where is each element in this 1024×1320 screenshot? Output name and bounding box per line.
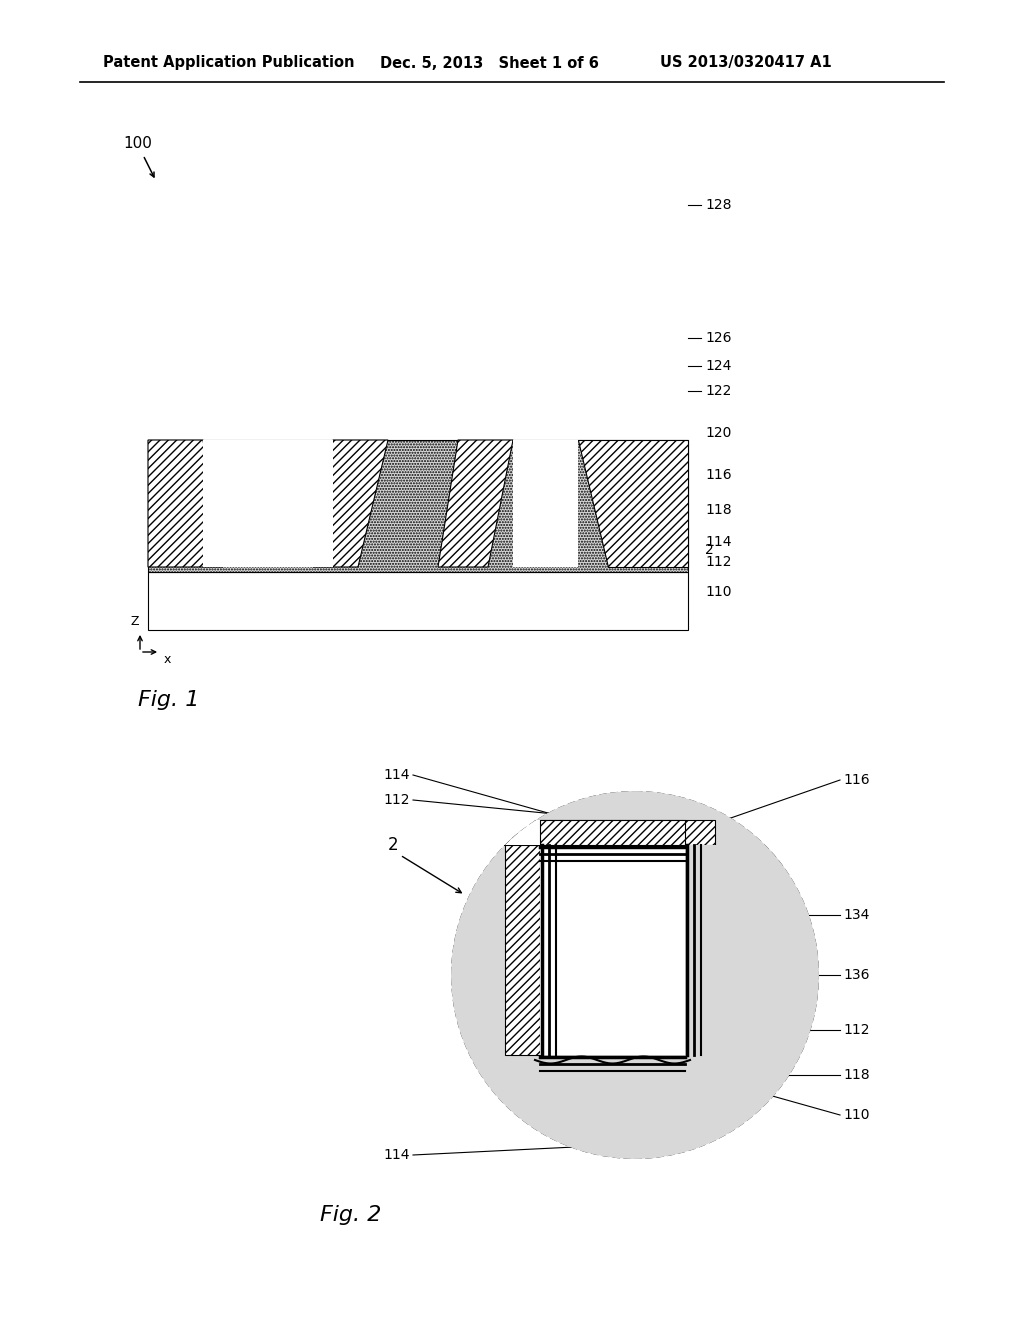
Text: 112: 112 (843, 1023, 869, 1038)
Text: 112: 112 (705, 554, 731, 569)
Bar (148, 346, 688, 426)
Text: 120: 120 (705, 426, 731, 440)
Text: 2: 2 (388, 836, 398, 854)
Text: Fig. 1: Fig. 1 (138, 690, 200, 710)
Text: 126: 126 (705, 331, 731, 345)
Bar (148, 346, 368, 426)
FancyBboxPatch shape (227, 461, 339, 576)
Text: x: x (164, 653, 171, 667)
Bar (505, 845, 540, 1055)
Text: 110: 110 (705, 585, 731, 599)
Bar (540, 845, 685, 1055)
Bar (513, 440, 578, 568)
Circle shape (451, 791, 819, 1159)
Text: 134: 134 (843, 908, 869, 921)
Text: 114: 114 (384, 768, 410, 781)
Text: Fig. 2: Fig. 2 (319, 1205, 381, 1225)
Bar (198, 440, 210, 568)
Bar (475, 820, 715, 845)
Bar (148, 176, 688, 330)
Bar (148, 572, 688, 630)
Text: 118: 118 (843, 1068, 869, 1082)
Bar (148, 330, 688, 346)
Text: 136: 136 (843, 968, 869, 982)
Text: 114: 114 (384, 1148, 410, 1162)
FancyBboxPatch shape (480, 457, 600, 579)
Bar (148, 440, 688, 572)
Text: 128: 128 (705, 198, 731, 213)
Bar (685, 845, 785, 1055)
FancyBboxPatch shape (488, 465, 592, 572)
Bar (450, 440, 462, 568)
Text: 112: 112 (384, 793, 410, 807)
Text: Patent Application Publication: Patent Application Publication (103, 55, 354, 70)
Bar (475, 820, 540, 845)
Text: 110: 110 (843, 1107, 869, 1122)
Bar (148, 176, 688, 630)
Bar (368, 346, 433, 426)
Text: 100: 100 (123, 136, 152, 150)
Polygon shape (578, 440, 688, 568)
Circle shape (451, 791, 819, 1159)
Polygon shape (313, 440, 388, 568)
Bar (540, 820, 685, 845)
Text: 124: 124 (705, 359, 731, 374)
FancyBboxPatch shape (223, 457, 343, 579)
Text: Z: Z (131, 615, 139, 628)
FancyBboxPatch shape (484, 461, 596, 576)
Bar (593, 346, 688, 426)
Text: US 2013/0320417 A1: US 2013/0320417 A1 (660, 55, 831, 70)
Text: 118: 118 (705, 503, 731, 517)
Text: 114: 114 (705, 535, 731, 549)
Text: 122: 122 (705, 384, 731, 399)
Polygon shape (438, 440, 513, 568)
Bar (433, 346, 688, 426)
Bar (148, 426, 688, 440)
Bar (368, 176, 433, 330)
Bar (203, 440, 333, 568)
Text: Dec. 5, 2013   Sheet 1 of 6: Dec. 5, 2013 Sheet 1 of 6 (380, 55, 599, 70)
Bar (572, 440, 584, 568)
Text: 2: 2 (705, 543, 714, 557)
Bar (326, 440, 336, 568)
Text: 116: 116 (843, 774, 869, 787)
FancyBboxPatch shape (231, 465, 335, 572)
Text: 116: 116 (705, 469, 731, 482)
Polygon shape (148, 440, 223, 568)
